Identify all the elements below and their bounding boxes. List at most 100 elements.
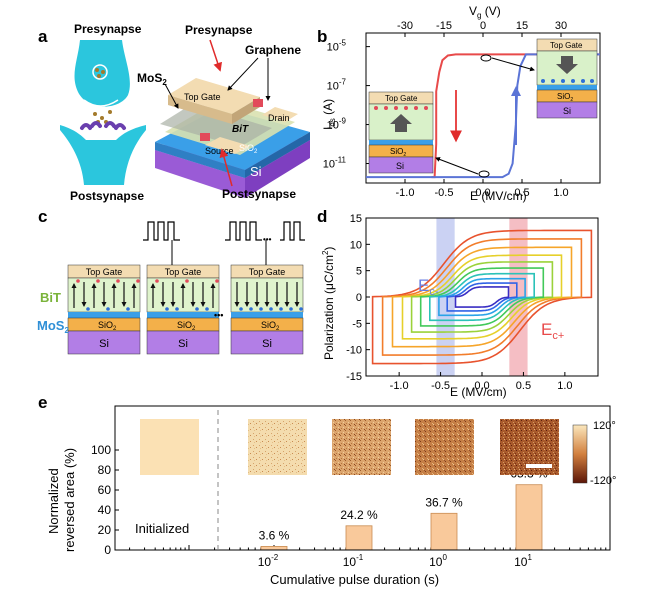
device-si-label: Si <box>250 164 262 179</box>
c-dipole-tip <box>160 302 166 307</box>
c-dipole-tip <box>111 283 117 288</box>
c-sio2-label: SiO2 <box>98 320 117 332</box>
c-charge <box>289 307 293 311</box>
c-charge <box>185 279 189 283</box>
c-dipole-tip <box>244 302 250 307</box>
plot-d-loop-5 <box>419 267 545 327</box>
plot-e-bar-3 <box>515 484 543 551</box>
c-charge <box>165 307 169 311</box>
plot-d-x-tick-label: -0.5 <box>431 380 450 392</box>
pulse-train-1 <box>143 221 180 241</box>
plot-d-loop-7 <box>438 277 526 317</box>
pulse-train-2 <box>225 221 262 241</box>
plot-d-y-tick-label: 0 <box>356 292 362 304</box>
panel-letter-d: d <box>317 207 327 226</box>
plot-e-bar-1 <box>345 525 373 551</box>
plot-b-x2-tick-label: 15 <box>516 20 528 32</box>
plot-e-bar-label-1: 24.2 % <box>340 508 378 522</box>
plot-b-x2-tick-label: -30 <box>397 20 413 32</box>
bio-postsynapse-label: Postsynapse <box>70 189 144 203</box>
c-charge <box>106 307 110 311</box>
plot-b-y-tick-label: 10-9 <box>327 117 347 132</box>
inset-off-sio2-label: SiO2 <box>390 147 406 158</box>
drain-contact <box>262 107 298 122</box>
polarization-up-arrow <box>390 114 412 132</box>
c-si-layer <box>146 330 220 355</box>
scale-bar <box>526 464 552 468</box>
plot-e-bar-2 <box>430 512 458 551</box>
inset-off-top-gate-label: Top Gate <box>385 94 418 103</box>
colorbar-bottom-label: -120° <box>590 475 616 487</box>
device-top-gate-label: Top Gate <box>184 92 221 102</box>
plot-b-x-label: E (MV/cm) <box>470 189 527 203</box>
device-presynapse-label: Presynapse <box>185 23 253 37</box>
plot-b-series-0 <box>431 53 600 179</box>
c-dipole-tip <box>71 283 77 288</box>
c-charge <box>96 279 100 283</box>
c-dipole-tip <box>294 302 300 307</box>
receptors <box>80 121 126 130</box>
device-graphene-label: Graphene <box>245 43 301 57</box>
plot-b-x2-tick-label: 0 <box>480 20 486 32</box>
postsynaptic-terminal <box>60 125 146 185</box>
plot-e-bar-label-2: 36.7 % <box>425 495 463 509</box>
ec-plus-label: Ec+ <box>541 320 564 342</box>
c-dipole-tip <box>200 302 206 307</box>
plot-b-x-tick-label: 1.0 <box>553 187 568 199</box>
plot-d-y-tick-label: -5 <box>352 318 362 330</box>
c-charge <box>86 307 90 311</box>
plot-d-loop-1 <box>381 238 583 356</box>
plot-d: -1.0 -0.5 0.0 0.5 1.0 -15 -10 -5 0 5 10 15 <box>346 213 593 392</box>
inset-on-sio2-label: SiO2 <box>557 92 573 103</box>
c-dipole-tip <box>190 302 196 307</box>
plot-e-y-tick-label: 100 <box>91 443 111 457</box>
colorbar <box>572 424 588 484</box>
panel-letter-e: e <box>38 393 47 412</box>
c-dipole-tip <box>254 302 260 307</box>
panel-letter-a: a <box>38 27 48 46</box>
plot-d-y-tick-label: 15 <box>350 213 362 225</box>
panel-c: c Top Gate SiO2 Si Top Gate SiO2 Si Top Gate Si… <box>37 207 305 355</box>
plot-d-loop-8 <box>446 282 518 312</box>
plot-b-y-label: Ids (A) <box>321 99 337 130</box>
c-dipole-tip <box>91 283 97 288</box>
plot-e-x-tick-label: 100 <box>429 553 447 569</box>
plot-e-y-tick-label: 20 <box>98 523 112 537</box>
device-mos2-label: MoS2 <box>137 71 167 87</box>
plot-b-y-tick-label: 10-11 <box>323 156 347 171</box>
device-drain-label: Drain <box>268 113 290 123</box>
c-dipole-tip <box>234 302 240 307</box>
c-mos2-layer <box>68 312 140 318</box>
vesicle <box>92 64 108 80</box>
c-si-label: Si <box>99 338 109 350</box>
c-dipole-tip <box>81 302 87 307</box>
plot-e-bar-label-0: 3.6 % <box>259 528 290 542</box>
plot-d-loop-4 <box>410 261 554 333</box>
panel-e: e 0 20 40 60 80 100 10-2 10-1 100 101 3.6 % 24.2 % 3… <box>38 393 616 587</box>
plot-d-x-tick-label: 0.0 <box>474 380 489 392</box>
c-ellipsis: ••• <box>214 310 223 320</box>
c-dipole-tip <box>131 283 137 288</box>
plot-d-x-label: E (MV/cm) <box>450 385 507 399</box>
pfm-image-1 <box>248 419 307 475</box>
c-charge <box>215 279 219 283</box>
panel-a: a Presynapse Postsynapse Top Gate BiT Dr… <box>38 22 310 203</box>
plot-d-loop-0 <box>371 229 593 365</box>
polarization-down-arrow <box>556 56 578 74</box>
c-dipole-tip <box>284 302 290 307</box>
c-dipole-tip <box>170 302 176 307</box>
plot-e-bar-0 <box>260 546 288 551</box>
c-dipole-tip <box>274 302 280 307</box>
c-top-gate-label: Top Gate <box>86 267 123 277</box>
source-contact <box>205 137 250 154</box>
plot-d-y-tick-label: 10 <box>350 239 362 251</box>
plot-e-y-tick-label: 40 <box>98 503 112 517</box>
c-si-label: Si <box>262 338 272 350</box>
panel-d: d -1.0 -0.5 0.0 0.5 1.0 -15 -10 -5 0 5 10 15 Ec- Ec… <box>317 207 599 399</box>
off-state-marker <box>478 170 490 178</box>
panel-letter-c: c <box>38 207 47 226</box>
plot-b-series <box>366 53 600 179</box>
inset-on-top-gate-label: Top Gate <box>550 41 583 50</box>
plot-e-y-tick-label: 60 <box>98 483 112 497</box>
